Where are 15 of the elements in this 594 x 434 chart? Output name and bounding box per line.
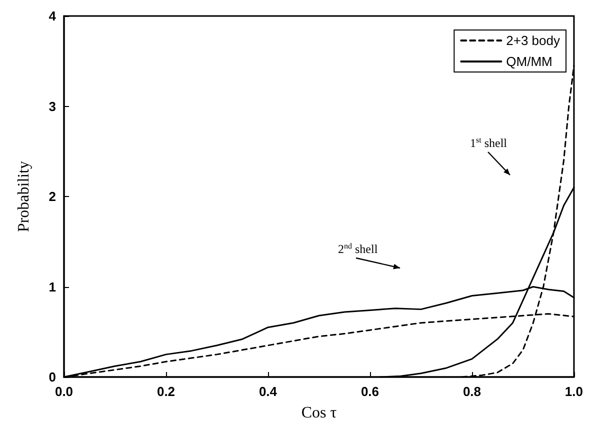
legend-label: 2+3 body [506,33,560,48]
x-tick-label: 0.6 [360,384,380,399]
x-tick-label: 0.0 [54,384,74,399]
x-axis-title: Cos τ [301,404,338,422]
y-tick-label: 0 [48,370,56,384]
x-tick-label: 0.8 [462,384,482,399]
y-tick-label: 3 [48,98,56,114]
legend-label: QM/MM [506,54,552,69]
y-tick-label: 4 [48,8,57,24]
x-tick-label: 0.4 [258,384,278,399]
y-tick-label: 1 [48,279,56,294]
x-tick-label: 1.0 [564,384,584,399]
y-axis-title: Probability [16,160,32,232]
x-tick-label: 0.2 [156,384,176,399]
y-tick-label: 2 [48,189,56,204]
